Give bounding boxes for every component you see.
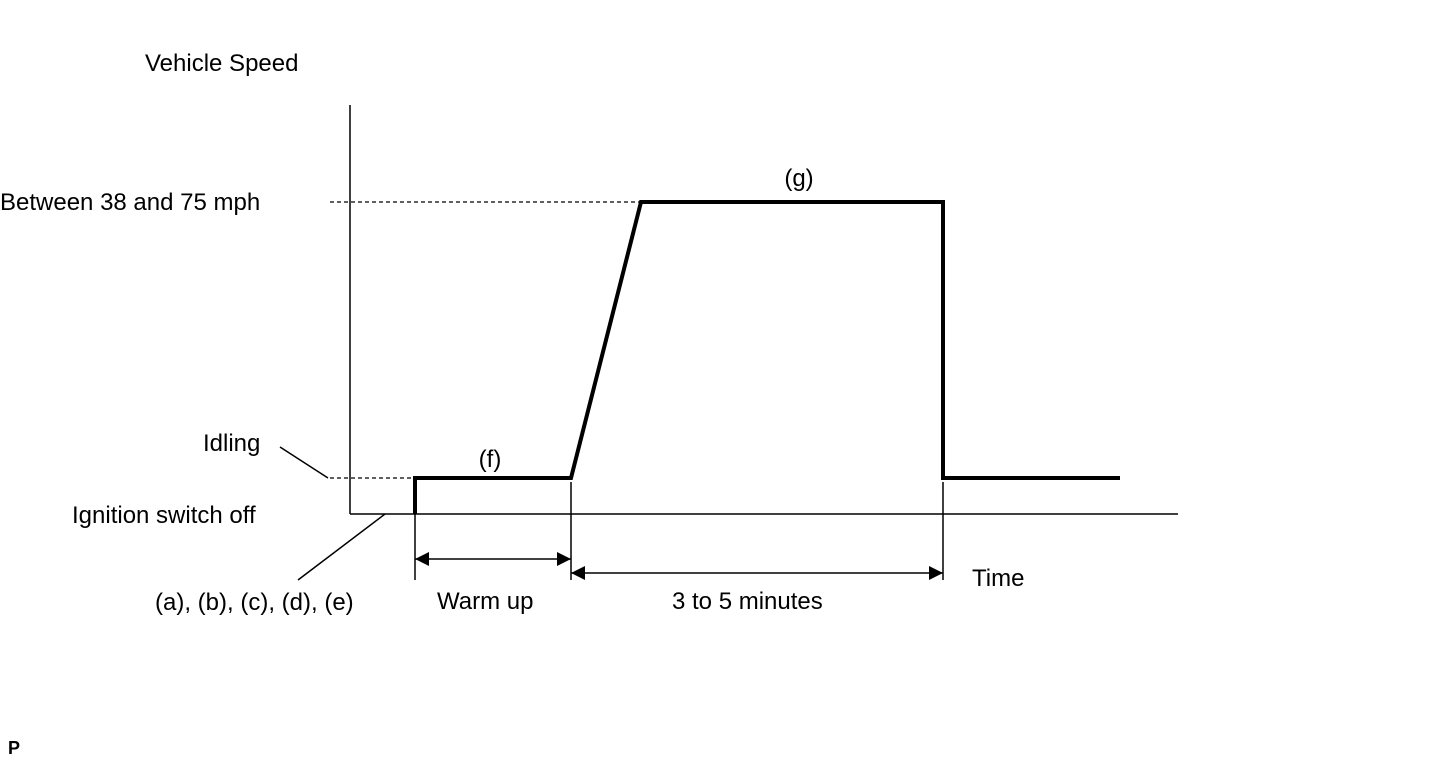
level-label: Between 38 and 75 mph: [0, 189, 260, 216]
duration-label: Warm up: [437, 588, 533, 615]
level-label: Ignition switch off: [72, 502, 256, 529]
step-label: (a), (b), (c), (d), (e): [155, 589, 354, 616]
step-label: (g): [784, 165, 813, 192]
duration-label: 3 to 5 minutes: [672, 588, 823, 615]
y-axis-label: Vehicle Speed: [145, 50, 298, 77]
x-axis-label: Time: [972, 565, 1024, 592]
footer-code: P: [8, 738, 20, 758]
level-label: Idling: [203, 430, 260, 457]
leader-line: [279, 446, 329, 479]
speed-profile: [413, 200, 1120, 514]
leader-line: [297, 513, 386, 581]
step-label: (f): [479, 446, 502, 473]
